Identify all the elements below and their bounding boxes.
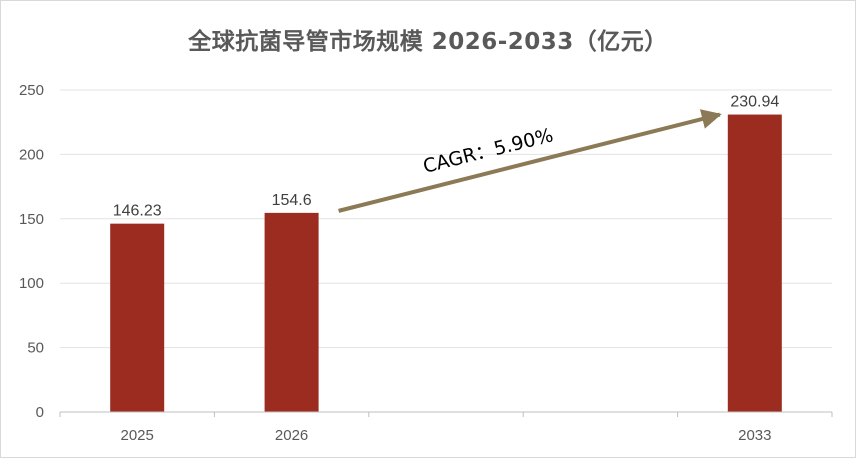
y-axis: 0 50 100 150 200 250 (19, 82, 44, 421)
bars (110, 114, 782, 412)
data-labels: 146.23 154.6 230.94 (113, 94, 780, 220)
bar (727, 114, 782, 412)
x-tick-label: 2026 (275, 427, 308, 444)
y-tick-label: 0 (36, 404, 44, 421)
bar (264, 212, 319, 412)
gridlines (60, 89, 832, 349)
y-tick-label: 150 (19, 211, 44, 228)
cagr-annotation: CAGR：5.90% (338, 109, 722, 213)
x-axis: 2025 2026 2033 (59, 411, 833, 444)
y-tick-label: 200 (19, 146, 44, 163)
bar (110, 223, 165, 412)
cagr-label: CAGR：5.90% (421, 124, 556, 178)
cagr-arrow (338, 109, 722, 213)
y-tick-label: 250 (19, 82, 44, 99)
chart-title: 全球抗菌导管市场规模 2026-2033（亿元） (188, 29, 668, 55)
x-tick-label: 2025 (121, 427, 154, 444)
y-tick-label: 100 (19, 275, 44, 292)
data-label: 146.23 (113, 203, 162, 220)
y-tick-label: 50 (27, 340, 44, 357)
x-tick-label: 2033 (738, 427, 771, 444)
data-label: 230.94 (730, 94, 779, 111)
data-label: 154.6 (272, 192, 312, 209)
